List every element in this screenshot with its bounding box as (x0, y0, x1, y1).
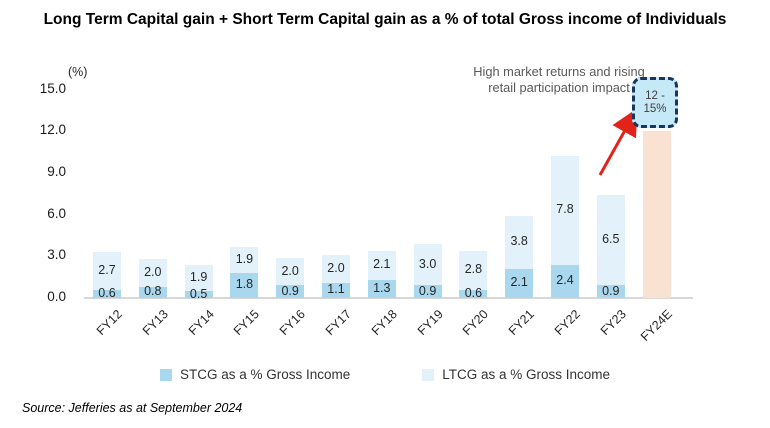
legend-item-stcg: STCG as a % Gross Income (159, 367, 351, 382)
ltcg-segment-FY19 (413, 243, 442, 286)
stcg-segment-FY12 (93, 289, 121, 298)
y-tick-label: 12.0 (39, 122, 66, 138)
ltcg-value-label: 2.1 (373, 257, 391, 272)
y-axis-unit-label: (%) (68, 65, 88, 79)
annotation-text: High market returns and rising retail pa… (473, 64, 645, 95)
stcg-segment-FY18 (367, 279, 396, 298)
ltcg-segment-FY18 (367, 250, 396, 280)
ltcg-value-label: 2.0 (327, 260, 345, 275)
y-tick-label: 6.0 (47, 205, 66, 221)
stcg-value-label: 1.1 (327, 282, 345, 297)
source-note: Source: Jefferies as at September 2024 (22, 401, 243, 415)
ltcg-value-label: 2.8 (464, 262, 483, 277)
stcg-segment-FY23 (596, 285, 625, 298)
stcg-swatch-icon (159, 368, 172, 381)
y-tick-label: 9.0 (47, 163, 66, 179)
stcg-value-label: 2.1 (510, 275, 528, 290)
ltcg-segment-FY23 (596, 195, 625, 286)
stcg-value-label: 0.9 (281, 283, 299, 298)
y-tick-label: 0.0 (47, 289, 66, 304)
ltcg-segment-FY15 (230, 246, 259, 273)
stcg-segment-FY20 (459, 289, 488, 298)
ltcg-value-label: 3.0 (418, 256, 437, 271)
ltcg-swatch-icon (422, 368, 435, 381)
callout-line-2: 15% (643, 102, 667, 115)
ltcg-value-label: 3.8 (510, 234, 528, 249)
legend-label-stcg: STCG as a % Gross Income (179, 367, 351, 382)
stcg-value-label: 1.8 (235, 277, 254, 292)
stcg-segment-FY22 (551, 264, 579, 298)
legend-label-ltcg: LTCG as a % Gross Income (442, 367, 611, 382)
ltcg-segment-FY22 (551, 156, 579, 265)
estimate-range-callout: 12 - 15% (632, 77, 678, 128)
ltcg-segment-FY21 (505, 215, 534, 269)
stcg-segment-FY15 (230, 272, 259, 298)
y-tick-label: 3.0 (47, 247, 66, 263)
callout-line-1: 12 - (645, 89, 665, 102)
ltcg-value-label: 2.0 (144, 264, 162, 279)
stcg-segment-FY14 (184, 291, 213, 298)
ltcg-value-label: 6.5 (602, 232, 620, 247)
ltcg-value-label: 2.7 (98, 262, 116, 277)
stcg-value-label: 0.5 (189, 286, 208, 301)
stcg-value-label: 0.9 (602, 283, 620, 298)
legend: STCG as a % Gross Income LTCG as a % Gro… (0, 367, 770, 382)
stcg-segment-FY16 (276, 285, 305, 298)
ltcg-segment-FY20 (459, 250, 488, 290)
stcg-value-label: 1.3 (373, 280, 391, 295)
stcg-value-label: 0.6 (98, 285, 116, 300)
stcg-segment-FY13 (138, 286, 167, 298)
ltcg-value-label: 1.9 (189, 269, 208, 284)
stcg-value-label: 2.4 (556, 273, 574, 288)
estimate-bar-FY24E (642, 131, 671, 298)
ltcg-value-label: 2.0 (281, 263, 299, 278)
stcg-segment-FY19 (413, 285, 442, 298)
chart-title: Long Term Capital gain + Short Term Capi… (43, 11, 727, 28)
ltcg-segment-FY13 (138, 259, 167, 287)
stcg-value-label: 0.6 (464, 285, 483, 300)
legend-item-ltcg: LTCG as a % Gross Income (422, 367, 610, 382)
ltcg-value-label: 1.9 (235, 251, 254, 266)
ltcg-segment-FY17 (322, 254, 350, 283)
x-axis-line (84, 297, 693, 299)
ltcg-segment-FY16 (276, 257, 305, 286)
stcg-segment-FY17 (322, 282, 350, 298)
stcg-value-label: 0.8 (144, 284, 162, 299)
ltcg-segment-FY14 (184, 264, 213, 292)
stcg-segment-FY21 (505, 268, 534, 298)
ltcg-segment-FY12 (93, 252, 121, 290)
ltcg-value-label: 7.8 (556, 202, 574, 217)
y-tick-label: 15.0 (39, 80, 66, 96)
stcg-value-label: 0.9 (418, 283, 437, 298)
